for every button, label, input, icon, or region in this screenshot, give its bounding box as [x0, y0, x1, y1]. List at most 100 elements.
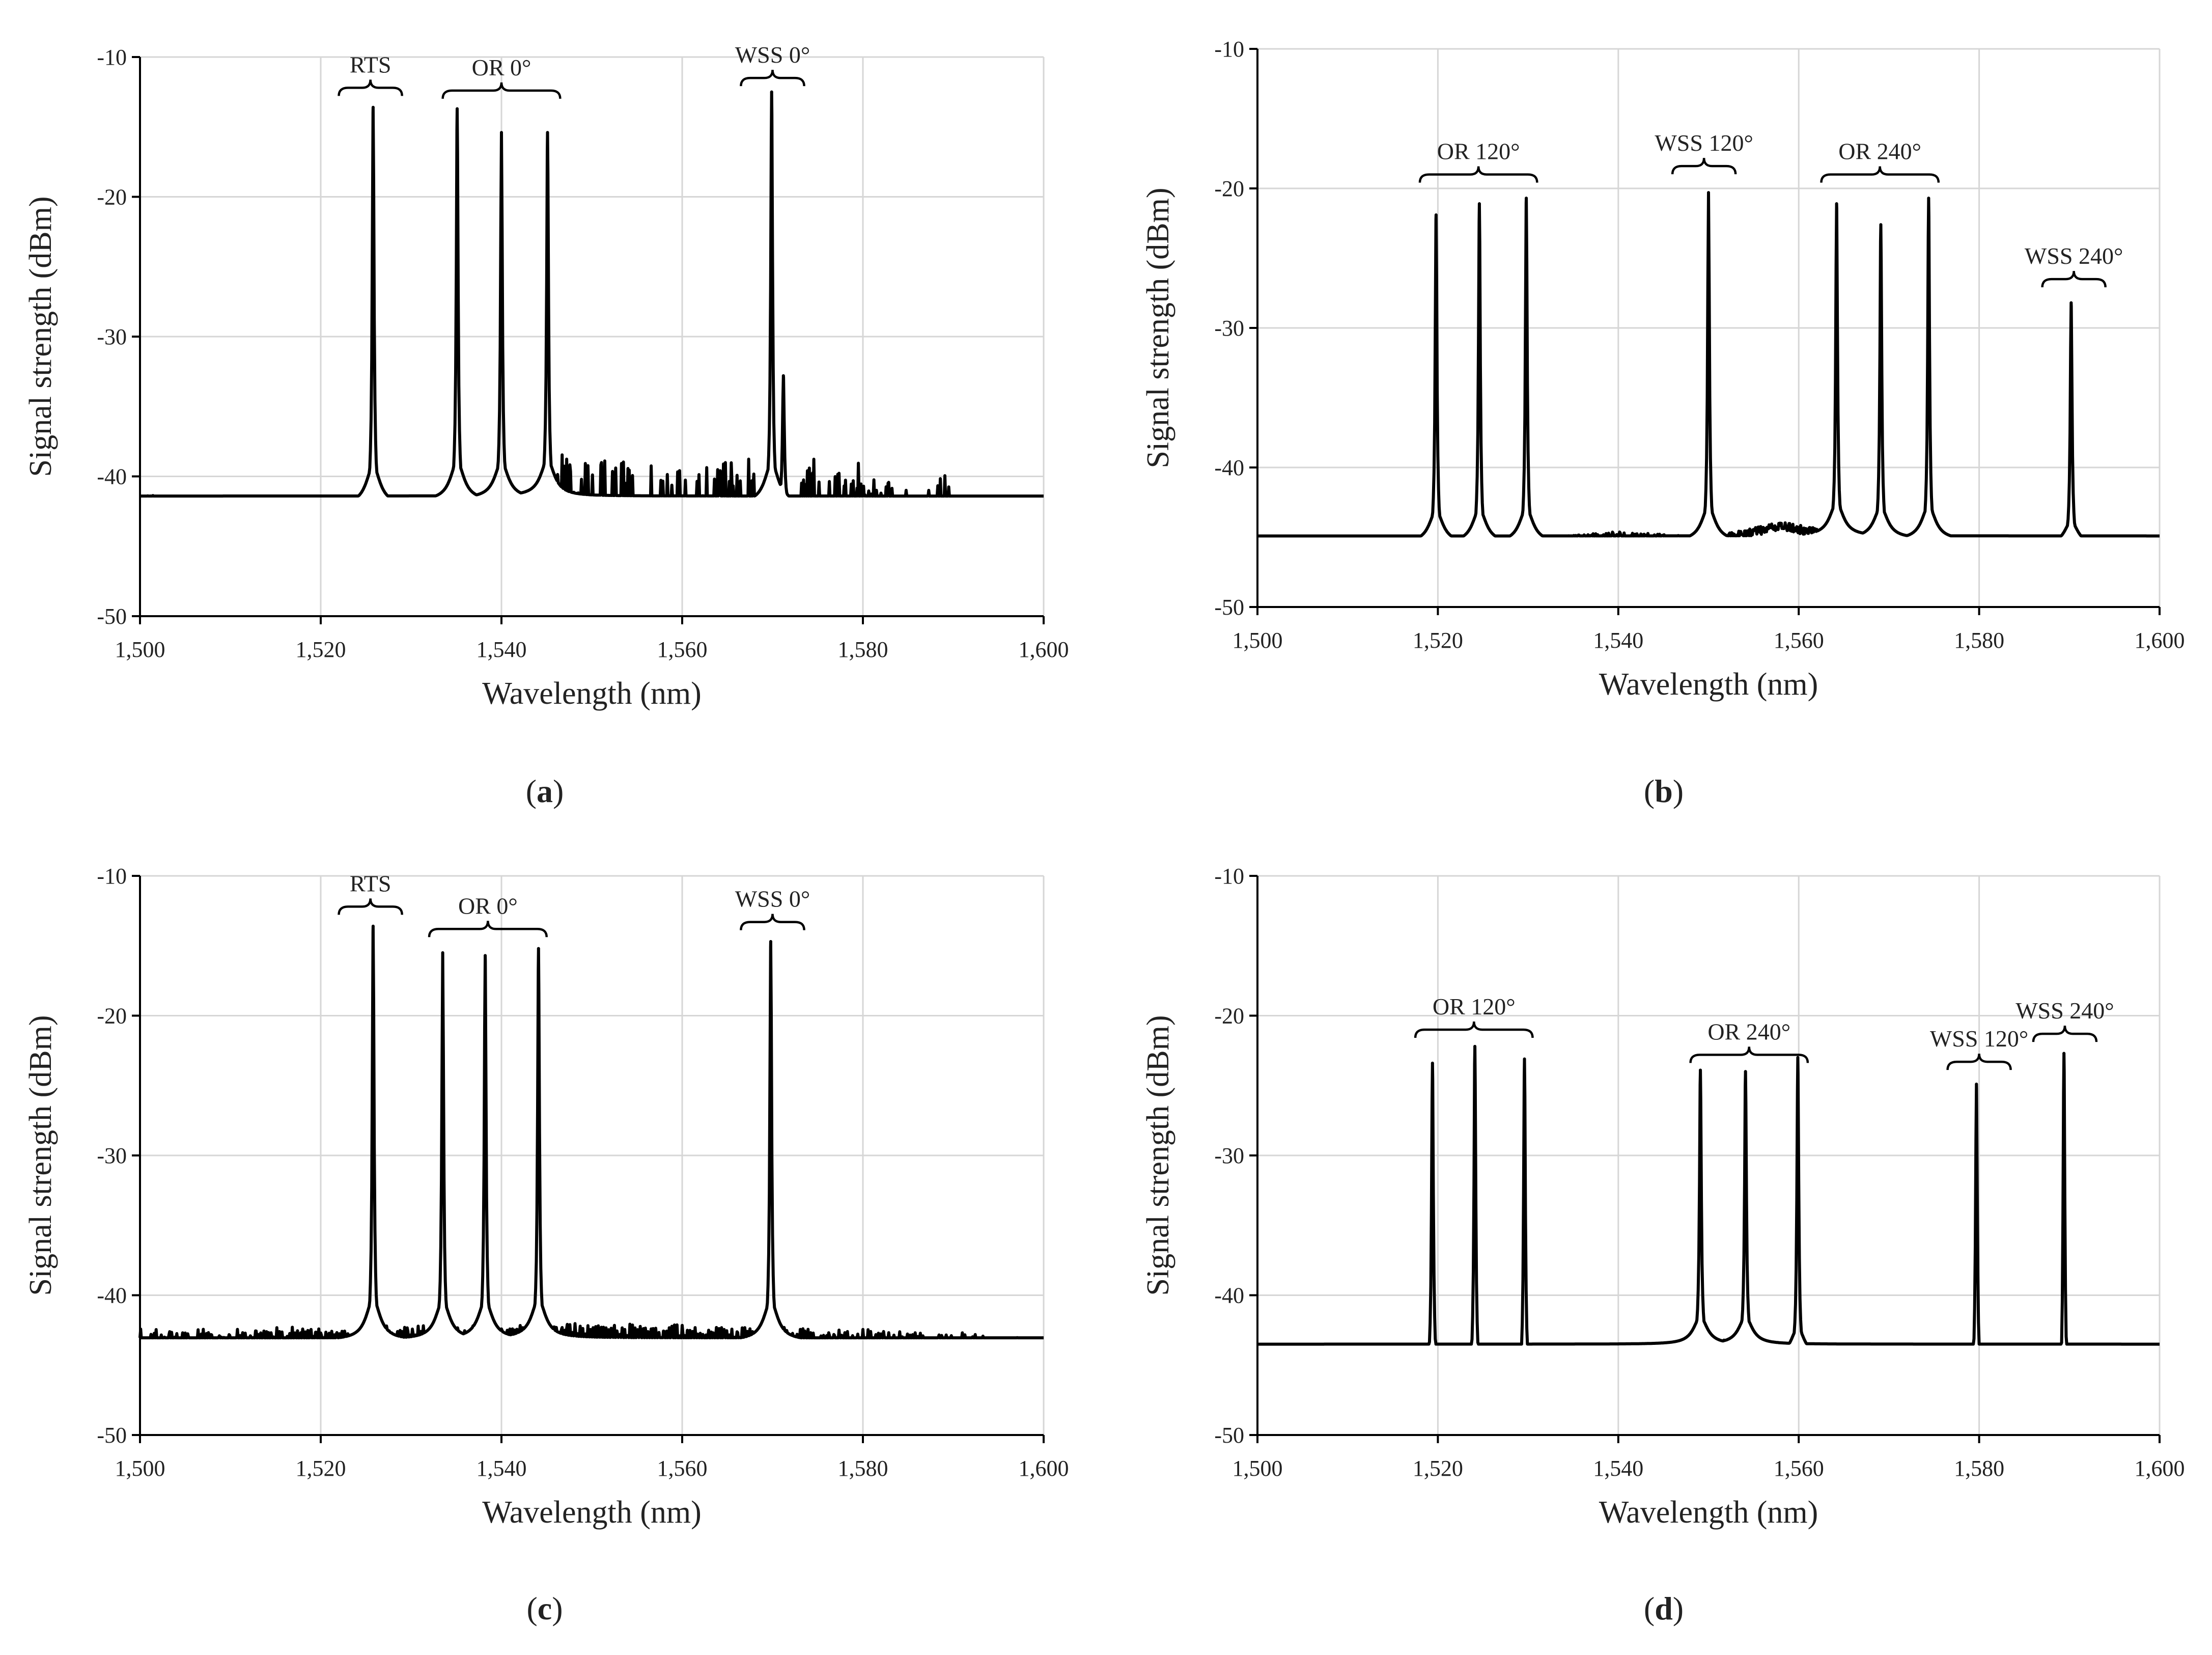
- y-tick-label: -50: [97, 604, 127, 629]
- peak-point: [1835, 202, 1838, 206]
- annotation-brace: [1671, 158, 1737, 175]
- x-tick-label: 1,500: [1233, 628, 1283, 653]
- annotation-label: OR 240°: [1707, 1018, 1790, 1044]
- peak-point: [484, 954, 487, 957]
- x-tick-label: 1,580: [838, 1456, 888, 1481]
- chart-panel-a: -10 -20 -30 -40 -50 1,500 1,520 1,540 1,560 1,580…: [23, 42, 1069, 809]
- x-axis-title: Wavelength (nm): [482, 1495, 702, 1530]
- spectrum-line: [1256, 191, 2161, 538]
- chart-panel-b: -10 -20 -30 -40 -50 1,500 1,520 1,540 1,560 1,580…: [1141, 37, 2185, 809]
- y-axis-title: Signal strength (dBm): [1141, 1015, 1175, 1295]
- y-tick-label: -30: [97, 1143, 127, 1168]
- peak-point: [781, 374, 785, 377]
- peak-point: [2069, 301, 2073, 305]
- x-tick-label: 1,580: [1954, 1456, 2004, 1481]
- spectrum-line: [139, 90, 1045, 498]
- peak-point: [500, 131, 503, 134]
- peak-point: [1434, 213, 1438, 217]
- y-tick-label: -40: [97, 464, 127, 489]
- annotation-brace: [1820, 166, 1940, 183]
- annotation-label: OR 120°: [1437, 139, 1520, 164]
- x-tick-label: 1,600: [2135, 628, 2185, 653]
- annotation-label: WSS 240°: [2025, 243, 2123, 269]
- annotation-brace: [740, 914, 805, 930]
- panel-caption: (d): [1644, 1590, 1684, 1626]
- y-tick-label: -50: [1214, 595, 1244, 620]
- y-axis-title: Signal strength (dBm): [23, 196, 58, 477]
- annotation-brace: [1418, 166, 1538, 183]
- annotation-brace: [338, 898, 403, 915]
- x-tick-label: 1,560: [1774, 1456, 1824, 1481]
- annotation-brace: [1689, 1046, 1809, 1063]
- spectrum-line: [1256, 1044, 2161, 1346]
- annotation-brace: [441, 82, 562, 99]
- x-tick-label: 1,540: [477, 1456, 527, 1481]
- peak-point: [1927, 197, 1930, 200]
- peak-point: [769, 940, 772, 944]
- annotation-brace: [740, 70, 805, 87]
- peak-point: [456, 107, 459, 111]
- peak-point: [371, 924, 375, 928]
- annotation-label: RTS: [350, 51, 391, 77]
- annotation-brace: [2032, 1026, 2098, 1042]
- x-tick-label: 1,560: [1774, 628, 1824, 653]
- annotation-label: WSS 240°: [2015, 998, 2114, 1024]
- panel-caption: (b): [1644, 773, 1684, 809]
- x-axis-title: Wavelength (nm): [482, 676, 702, 711]
- x-tick-label: 1,540: [477, 637, 527, 662]
- annotation-brace: [1414, 1021, 1534, 1038]
- y-tick-label: -30: [97, 324, 127, 349]
- x-tick-label: 1,600: [2135, 1456, 2185, 1481]
- peak-point: [1523, 1057, 1526, 1061]
- x-tick-label: 1,520: [296, 1456, 346, 1481]
- x-tick-label: 1,500: [1233, 1456, 1283, 1481]
- x-tick-label: 1,500: [115, 1456, 165, 1481]
- y-axis-title: Signal strength (dBm): [1141, 187, 1175, 468]
- panel-caption: (c): [526, 1590, 563, 1626]
- y-axis-title: Signal strength (dBm): [23, 1015, 58, 1295]
- x-tick-label: 1,600: [1019, 1456, 1069, 1481]
- x-tick-label: 1,520: [296, 637, 346, 662]
- annotation-brace: [2041, 270, 2107, 288]
- annotation-label: OR 120°: [1433, 994, 1516, 1019]
- y-tick-label: -20: [1214, 176, 1244, 201]
- peak-point: [1744, 1070, 1747, 1073]
- x-tick-label: 1,520: [1413, 1456, 1463, 1481]
- x-tick-label: 1,540: [1593, 1456, 1643, 1481]
- x-tick-label: 1,540: [1593, 628, 1643, 653]
- spectrum-line: [138, 924, 1045, 1340]
- peak-point: [1879, 223, 1883, 227]
- y-tick-label: -50: [1214, 1423, 1244, 1448]
- annotation-label: OR 0°: [458, 893, 518, 919]
- panel-caption: (a): [526, 773, 564, 809]
- peak-point: [441, 951, 444, 954]
- annotation-label: WSS 0°: [735, 42, 810, 68]
- peak-point: [1707, 191, 1710, 195]
- peak-point: [371, 105, 375, 109]
- annotation-label: RTS: [350, 870, 391, 896]
- chart-panel-d: -10 -20 -30 -40 -50 1,500 1,520 1,540 1,560 1,580…: [1141, 864, 2185, 1626]
- x-tick-label: 1,580: [1954, 628, 2004, 653]
- x-tick-label: 1,600: [1019, 637, 1069, 662]
- x-axis-title: Wavelength (nm): [1599, 1495, 1818, 1530]
- x-tick-label: 1,520: [1413, 628, 1463, 653]
- y-tick-label: -10: [1214, 864, 1244, 889]
- x-tick-label: 1,560: [657, 637, 708, 662]
- y-tick-label: -40: [1214, 455, 1244, 480]
- y-tick-label: -10: [97, 45, 127, 70]
- y-tick-label: -40: [97, 1283, 127, 1308]
- peak-point: [1699, 1068, 1702, 1072]
- y-tick-label: -50: [97, 1423, 127, 1448]
- annotation-brace: [338, 79, 403, 96]
- y-tick-label: -20: [1214, 1004, 1244, 1029]
- y-tick-label: -20: [97, 1004, 127, 1029]
- y-tick-label: -10: [1214, 37, 1244, 62]
- annotation-label: WSS 0°: [735, 886, 810, 912]
- annotation-label: OR 0°: [472, 54, 531, 80]
- peak-point: [1796, 1056, 1800, 1059]
- peak-point: [1473, 1044, 1477, 1048]
- peak-point: [1525, 197, 1528, 200]
- x-tick-label: 1,500: [115, 637, 165, 662]
- y-tick-label: -40: [1214, 1283, 1244, 1308]
